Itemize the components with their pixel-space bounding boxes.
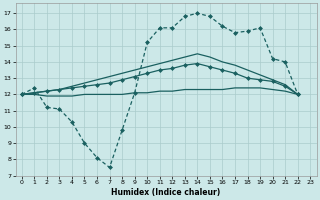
X-axis label: Humidex (Indice chaleur): Humidex (Indice chaleur) — [111, 188, 221, 197]
